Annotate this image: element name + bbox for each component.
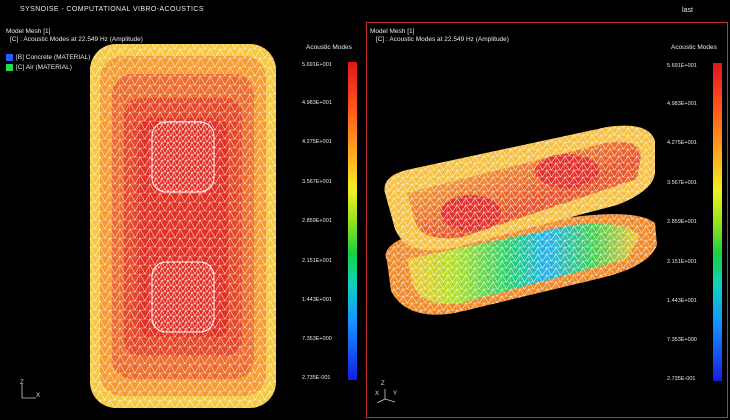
colorbar-tick: 4.275E+001 xyxy=(302,139,332,145)
viewport-left[interactable]: Model Mesh [1] [C] : Acoustic Modes at 2… xyxy=(0,22,358,420)
colorbar-tick: 1.443E+001 xyxy=(302,297,332,303)
colorbar-tick: 3.567E+001 xyxy=(302,179,332,185)
axis-label-y: Y xyxy=(393,391,398,397)
axis-triad-icon xyxy=(21,384,36,399)
mesh-label: Model Mesh [1] xyxy=(6,28,51,35)
axis-label-z: Z xyxy=(20,380,24,386)
colorbar-tick: 2.151E+001 xyxy=(302,258,332,264)
axis-label-z: Z xyxy=(381,381,385,387)
material-legend-item[interactable]: [C] Air (MATERIAL) xyxy=(6,64,72,71)
colorbar-tick: 7.353E+000 xyxy=(302,336,332,342)
material-swatch-air xyxy=(6,64,13,71)
axis-triad-icon xyxy=(376,389,396,403)
colorbar-tick: 2.859E+001 xyxy=(667,219,697,225)
colorbar-tick: 4.983E+001 xyxy=(667,101,697,107)
colorbar-tick: 5.691E+001 xyxy=(667,63,697,69)
colorbar-tick: 4.275E+001 xyxy=(667,140,697,146)
material-label: [C] Air (MATERIAL) xyxy=(16,64,72,71)
colorbar xyxy=(713,63,722,381)
viewport-right-active[interactable]: Model Mesh [1] [C] : Acoustic Modes at 2… xyxy=(366,22,728,418)
mesh-plot-top-view xyxy=(90,44,276,408)
material-swatch-concrete xyxy=(6,54,13,61)
colorbar xyxy=(348,62,357,380)
colorbar-tick: 5.691E+001 xyxy=(302,62,332,68)
axis-label-x: X xyxy=(375,391,380,397)
colorbar-tick: 7.353E+000 xyxy=(667,337,697,343)
result-label: [C] : Acoustic Modes at 22.549 Hz (Ampli… xyxy=(376,36,509,43)
result-label: [C] : Acoustic Modes at 22.549 Hz (Ampli… xyxy=(10,36,143,43)
colorbar-tick: 1.443E+001 xyxy=(667,298,697,304)
material-label: [B] Concrete (MATERIAL) xyxy=(16,54,91,61)
mesh-plot-exploded-view xyxy=(384,125,657,315)
axis-label-x: X xyxy=(36,393,41,399)
colorbar-tick: 3.567E+001 xyxy=(667,180,697,186)
window-label: last xyxy=(682,7,693,14)
colorbar-tick: 2.151E+001 xyxy=(667,259,697,265)
colorbar-title: Acoustic Modes xyxy=(306,44,352,51)
colorbar-title: Acoustic Modes xyxy=(671,44,717,51)
colorbar-tick: 2.735E-001 xyxy=(667,376,696,382)
mesh-label: Model Mesh [1] xyxy=(370,28,415,35)
colorbar-tick: 2.735E-001 xyxy=(302,375,331,381)
material-legend-item[interactable]: [B] Concrete (MATERIAL) xyxy=(6,54,90,61)
colorbar-tick: 4.983E+001 xyxy=(302,100,332,106)
app-title: SYSNOISE - COMPUTATIONAL VIBRO-ACOUSTICS xyxy=(20,6,204,13)
colorbar-tick: 2.859E+001 xyxy=(302,218,332,224)
